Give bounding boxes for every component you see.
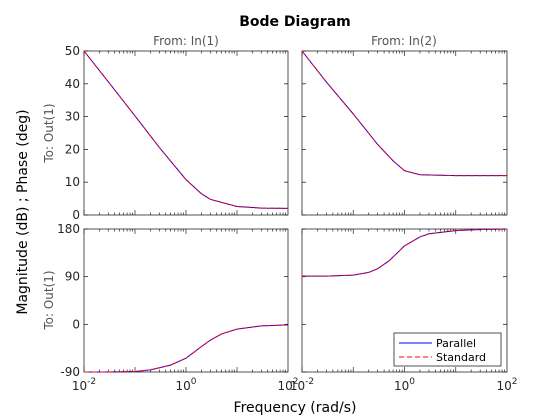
- column-title-in2: From: In(2): [371, 34, 437, 48]
- series-line-standard-phase-in1: [84, 324, 289, 373]
- x-tick-label: 102: [496, 377, 517, 393]
- x-tick-label: 100: [394, 377, 415, 393]
- y-tick-label: 20: [65, 142, 80, 156]
- row-label-phase: To: Out(1): [42, 270, 56, 330]
- legend-label-standard: Standard: [436, 351, 486, 364]
- y-tick-label: 50: [65, 44, 80, 58]
- x-tick-label: 10-2: [290, 377, 314, 393]
- y-tick-label: 0: [72, 208, 80, 222]
- axes-magnitude-in2: [301, 50, 508, 216]
- series-line-standard-magnitude-in1: [83, 50, 289, 209]
- y-axis-label: Magnitude (dB) ; Phase (deg): [15, 109, 31, 314]
- x-tick-label: 102: [277, 377, 298, 393]
- x-axis-label: Frequency (rad/s): [234, 400, 357, 416]
- y-tick-label: 30: [65, 110, 80, 124]
- y-tick-label: 90: [65, 270, 80, 284]
- x-tick-label: 100: [175, 377, 196, 393]
- y-tick-label: 40: [65, 77, 80, 91]
- x-tick-label: 10-2: [72, 377, 96, 393]
- y-tick-label: 10: [65, 175, 80, 189]
- series-line-standard-phase-in2: [302, 228, 508, 277]
- legend-label-parallel: Parallel: [436, 337, 476, 350]
- axes-magnitude-in1: [83, 50, 289, 216]
- column-title-in1: From: In(1): [153, 34, 219, 48]
- y-tick-label: 0: [72, 317, 80, 331]
- legend-box: [393, 332, 502, 367]
- y-tick-label: 180: [57, 222, 80, 236]
- series-line-parallel-magnitude-in2: [301, 50, 507, 177]
- chart-title: Bode Diagram: [239, 14, 351, 30]
- y-tick-label: -90: [60, 365, 80, 379]
- axes-phase-in1: [83, 228, 289, 373]
- row-label-magnitude: To: Out(1): [42, 103, 56, 163]
